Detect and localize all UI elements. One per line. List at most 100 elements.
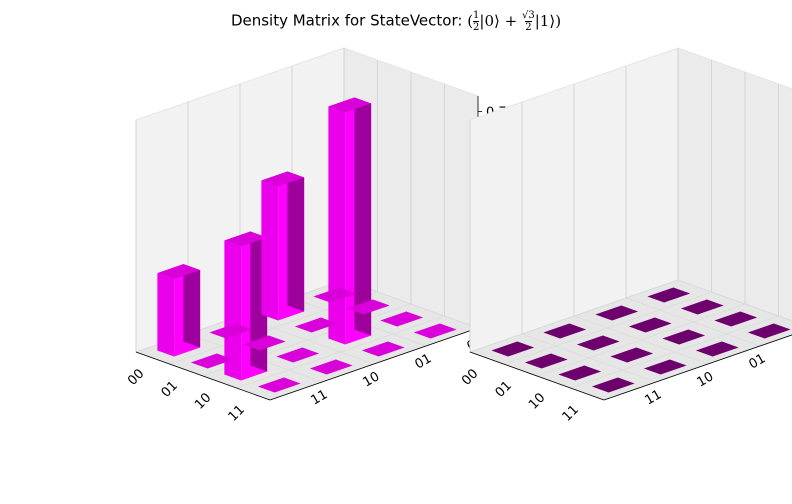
bar-01-11 [346, 299, 390, 315]
bar-11-11 [747, 323, 791, 339]
bar-top [610, 347, 654, 363]
col-tick-label: 11 [643, 387, 665, 408]
bar-top [413, 323, 457, 339]
bar-top [313, 287, 357, 303]
bar-10-10 [662, 329, 706, 345]
bar-top [276, 347, 320, 363]
bar-top [647, 287, 691, 303]
bar-top [491, 341, 535, 357]
y-axis-line [603, 334, 792, 401]
bar-11-01 [309, 359, 353, 375]
bar-top [714, 311, 758, 327]
bar-11-11 [413, 323, 457, 339]
bar-00-01 [209, 323, 253, 339]
bar-top [591, 377, 635, 393]
bar-cap [157, 264, 201, 280]
bar-11-01 [643, 359, 687, 375]
bar-10-10 [328, 97, 372, 345]
bar-10-01 [610, 347, 654, 363]
bar-10-11 [714, 311, 758, 327]
bar-11-10 [695, 341, 739, 357]
bar-01-00 [190, 353, 234, 369]
row-tick-label: 11 [560, 402, 582, 424]
x-axis-line [135, 351, 271, 401]
bar-top [680, 299, 724, 315]
bar-00-00 [157, 264, 201, 357]
bar-top [209, 323, 253, 339]
bar-top [346, 299, 390, 315]
bar-top [576, 335, 620, 351]
bar-top [257, 377, 301, 393]
bar-side-dark [183, 264, 201, 348]
bar-top [695, 341, 739, 357]
bar-00-00 [491, 341, 535, 357]
bar-top [242, 335, 286, 351]
bar-01-00 [524, 353, 568, 369]
col-tick-label: 10 [361, 369, 383, 390]
bar-11-10 [361, 341, 405, 357]
real-part-3d-chart: 00011011000110110.00.10.20.30.40.50.60.7… [125, 47, 512, 425]
bar-top [309, 359, 353, 375]
bar-side [261, 180, 279, 321]
bar-top [294, 317, 338, 333]
row-tick-label: 10 [192, 390, 214, 412]
bar-side [328, 106, 346, 345]
grid-line [570, 315, 779, 389]
bar-00-11 [313, 287, 357, 303]
row-tick-label: 00 [459, 366, 481, 388]
bar-00-10 [261, 171, 305, 321]
chart-title-text: Density Matrix for StateVector: [230, 11, 468, 30]
bar-00-10 [595, 305, 639, 321]
bar-11-00 [591, 377, 635, 393]
bar-top [361, 341, 405, 357]
grid-line [236, 315, 445, 389]
bar-11-00 [257, 377, 301, 393]
x-axis-line [469, 351, 605, 401]
bar-top [662, 329, 706, 345]
grid-line [677, 279, 792, 322]
grid-line [625, 297, 761, 347]
bar-10-11 [380, 311, 424, 327]
bar-side [157, 273, 175, 357]
col-tick-label: 11 [309, 387, 331, 408]
bar-01-01 [576, 335, 620, 351]
bar-01-10 [294, 317, 338, 333]
bar-cap [224, 231, 268, 247]
bar-top [747, 323, 791, 339]
bar-side-dark [354, 97, 372, 336]
row-tick-label: 00 [125, 366, 147, 388]
bar-01-01 [242, 335, 286, 351]
col-tick-label: 10 [695, 369, 717, 390]
bar-top [190, 353, 234, 369]
bar-cap [328, 97, 372, 113]
bar-top [643, 359, 687, 375]
chart-title-math: (1 2|0⟩ + √3 2 |1⟩) [467, 10, 562, 33]
bar-00-11 [647, 287, 691, 303]
bar-top [543, 323, 587, 339]
bar-10-01 [276, 347, 320, 363]
bar-10-00 [558, 365, 602, 381]
bar-top [524, 353, 568, 369]
bar-side [224, 240, 242, 381]
bar-cap [261, 171, 305, 187]
row-tick-label: 01 [493, 378, 515, 400]
col-tick-label: 01 [413, 351, 435, 372]
bar-top [558, 365, 602, 381]
bar-00-01 [543, 323, 587, 339]
chart-title: Density Matrix for StateVector: (1 2|0⟩ +… [0, 10, 792, 33]
bar-top [380, 311, 424, 327]
bar-01-11 [680, 299, 724, 315]
bar-top [628, 317, 672, 333]
imaginary-part-3d-chart: 00011011000110110Im[ρ] [459, 47, 792, 425]
row-tick-label: 10 [526, 390, 548, 412]
col-tick-label: 01 [747, 351, 769, 372]
row-tick-label: 11 [226, 402, 248, 424]
row-tick-label: 01 [159, 378, 181, 400]
bar-01-10 [628, 317, 672, 333]
bar-top [595, 305, 639, 321]
bar-10-00 [224, 231, 268, 381]
bar-side-dark [287, 171, 305, 312]
grid-line [573, 315, 709, 365]
y-axis-line [269, 327, 479, 401]
